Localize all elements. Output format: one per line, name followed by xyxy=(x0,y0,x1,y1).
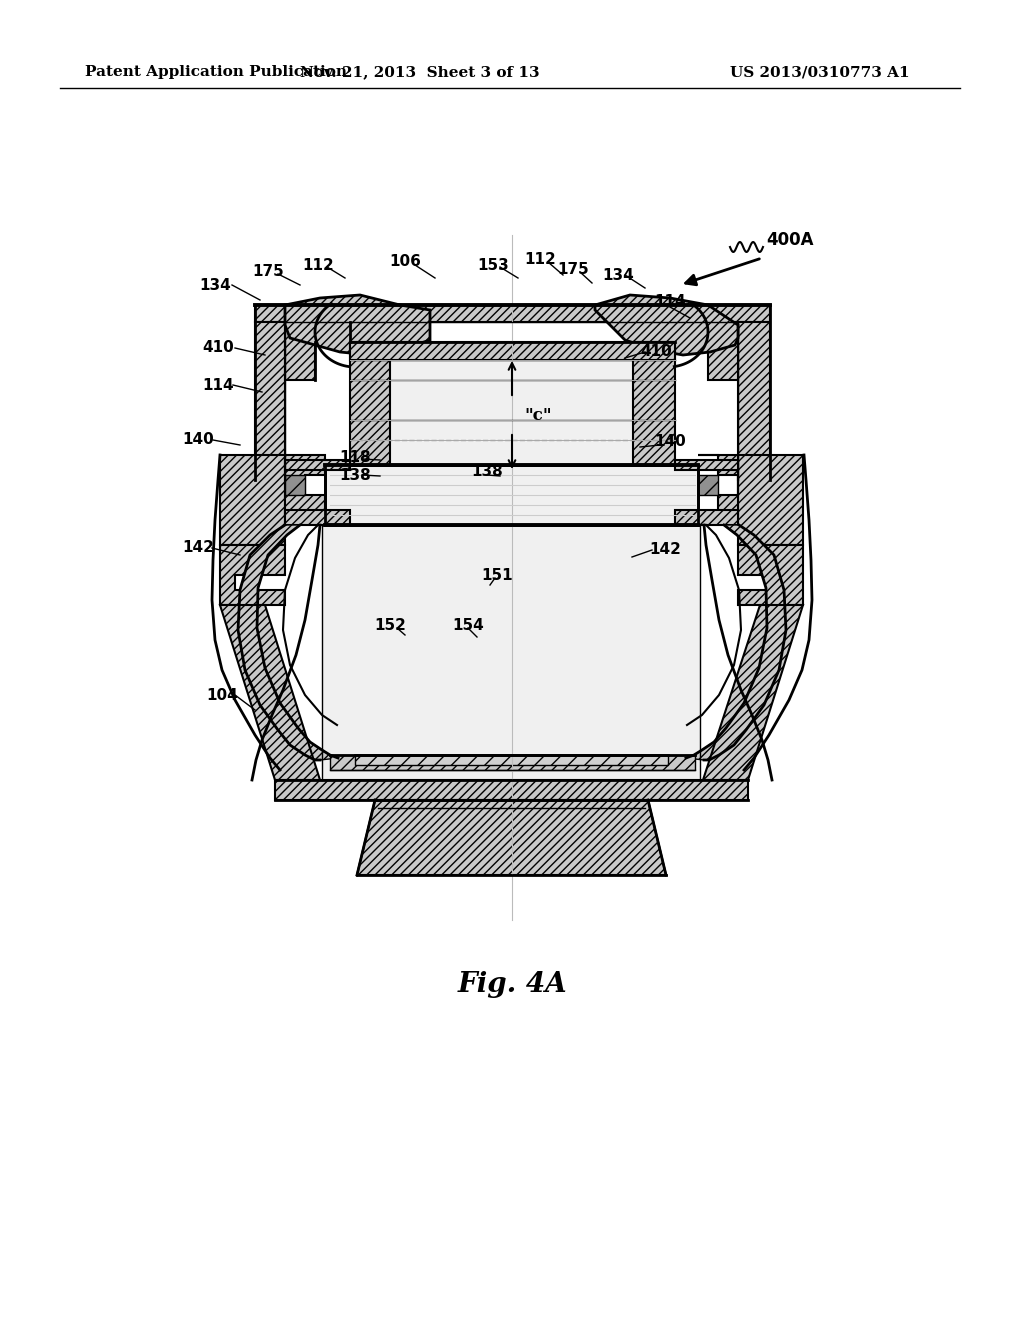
Text: 112: 112 xyxy=(302,257,334,272)
Polygon shape xyxy=(285,510,350,525)
Polygon shape xyxy=(220,455,285,545)
Polygon shape xyxy=(255,305,770,322)
Polygon shape xyxy=(675,510,738,525)
Polygon shape xyxy=(355,755,668,766)
Polygon shape xyxy=(738,322,770,480)
Text: 138: 138 xyxy=(471,465,503,479)
Text: Fig. 4A: Fig. 4A xyxy=(457,972,567,998)
Polygon shape xyxy=(675,459,738,470)
Text: US 2013/0310773 A1: US 2013/0310773 A1 xyxy=(730,65,909,79)
Text: 114: 114 xyxy=(654,294,686,309)
Polygon shape xyxy=(285,455,325,515)
Polygon shape xyxy=(330,755,695,770)
Polygon shape xyxy=(703,605,803,780)
Polygon shape xyxy=(595,294,738,355)
Polygon shape xyxy=(350,342,675,360)
Text: 400A: 400A xyxy=(766,231,814,249)
Text: 140: 140 xyxy=(182,433,214,447)
Polygon shape xyxy=(325,465,698,525)
Polygon shape xyxy=(350,342,390,465)
Polygon shape xyxy=(285,294,430,355)
Polygon shape xyxy=(220,545,285,605)
Polygon shape xyxy=(285,475,305,495)
Text: 151: 151 xyxy=(481,568,513,582)
Text: 140: 140 xyxy=(654,434,686,450)
Text: 175: 175 xyxy=(252,264,284,280)
Polygon shape xyxy=(686,525,786,760)
Text: 134: 134 xyxy=(602,268,634,282)
Polygon shape xyxy=(238,525,338,760)
Text: 410: 410 xyxy=(640,345,672,359)
Text: 175: 175 xyxy=(557,263,589,277)
Text: 134: 134 xyxy=(199,277,230,293)
Polygon shape xyxy=(675,322,738,380)
Text: Patent Application Publication: Patent Application Publication xyxy=(85,65,347,79)
Text: 153: 153 xyxy=(477,257,509,272)
Polygon shape xyxy=(255,322,285,480)
Text: 152: 152 xyxy=(374,618,406,632)
Text: 104: 104 xyxy=(206,688,238,702)
Text: "c": "c" xyxy=(524,407,552,424)
Text: 142: 142 xyxy=(649,543,681,557)
Polygon shape xyxy=(275,780,748,800)
Text: 112: 112 xyxy=(524,252,556,268)
Polygon shape xyxy=(738,455,803,545)
Text: 138: 138 xyxy=(339,467,371,483)
Polygon shape xyxy=(738,545,803,605)
Polygon shape xyxy=(698,475,718,495)
Polygon shape xyxy=(633,342,675,465)
Text: 410: 410 xyxy=(202,341,233,355)
Text: 106: 106 xyxy=(389,255,421,269)
Text: 154: 154 xyxy=(453,618,484,632)
Polygon shape xyxy=(220,605,319,780)
Polygon shape xyxy=(357,800,666,875)
Polygon shape xyxy=(698,455,738,515)
Polygon shape xyxy=(285,322,350,380)
Text: 118: 118 xyxy=(339,450,371,466)
Text: 142: 142 xyxy=(182,540,214,556)
Text: Nov. 21, 2013  Sheet 3 of 13: Nov. 21, 2013 Sheet 3 of 13 xyxy=(300,65,540,79)
Polygon shape xyxy=(285,459,350,470)
Text: 114: 114 xyxy=(202,378,233,392)
Polygon shape xyxy=(322,525,700,780)
Polygon shape xyxy=(390,360,633,465)
